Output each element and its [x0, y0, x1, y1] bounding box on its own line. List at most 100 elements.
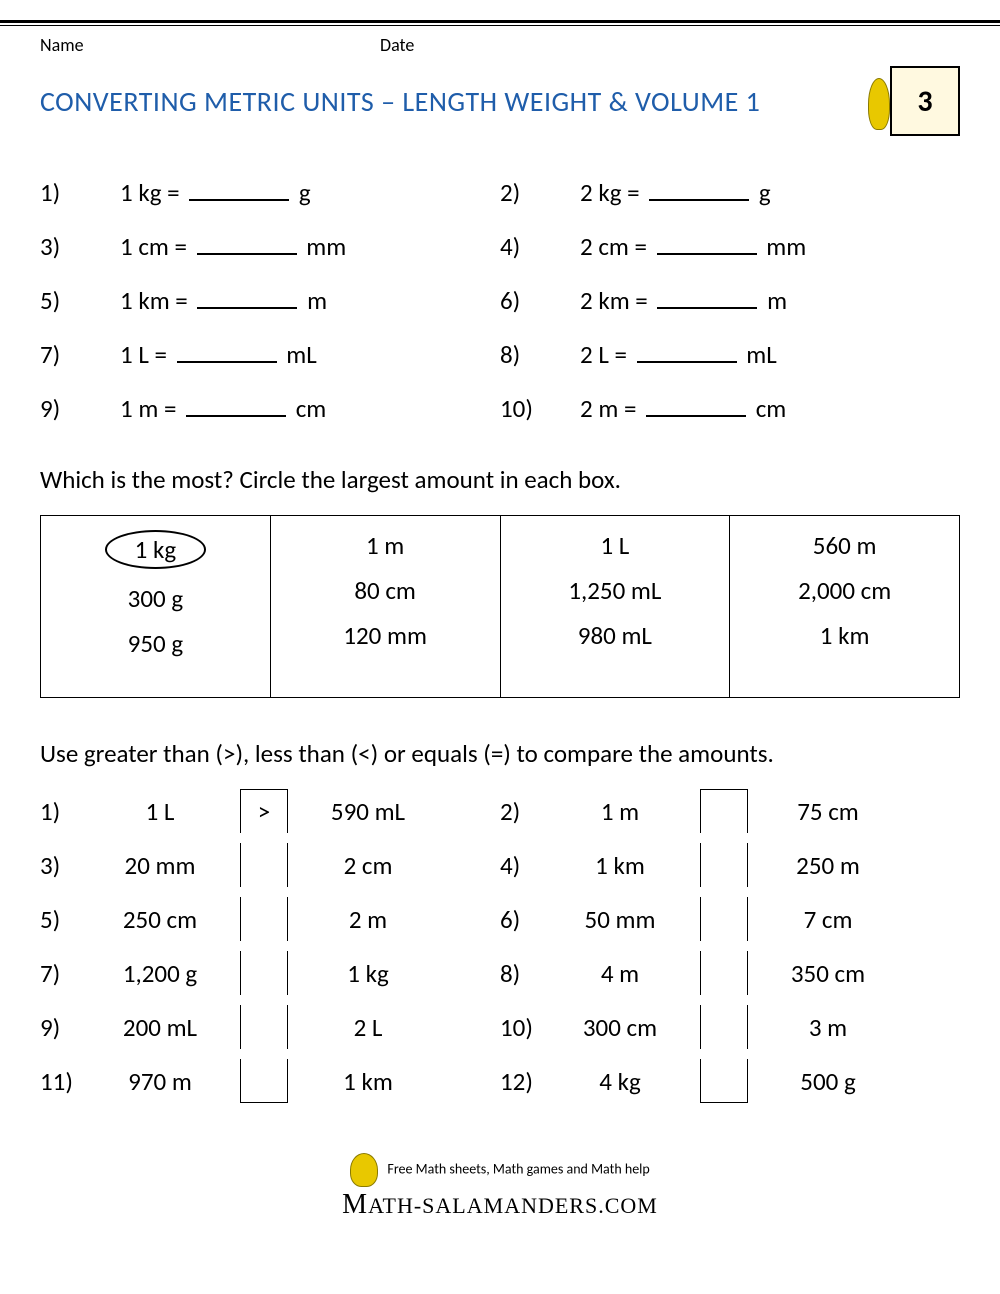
item-number: 12) [500, 1066, 550, 1097]
conversion-item: 2)2 kg = g [500, 176, 960, 208]
compare-left: 1 m [550, 796, 690, 827]
operator-box[interactable] [240, 1005, 288, 1049]
compare-left: 4 m [550, 958, 690, 989]
comparison-item: 3)20 mm2 cm [40, 843, 500, 887]
compare-right: 590 mL [298, 796, 438, 827]
compare-right: 1 kg [298, 958, 438, 989]
conversion-text: 2 cm = mm [580, 230, 806, 262]
item-number: 9) [40, 393, 120, 424]
circled-value: 1 kg [105, 530, 206, 569]
compare-right: 7 cm [758, 904, 898, 935]
amount-value: 80 cm [271, 575, 500, 606]
operator-box[interactable] [700, 1059, 748, 1103]
conversion-item: 10)2 m = cm [500, 392, 960, 424]
section2-instruction: Which is the most? Circle the largest am… [40, 464, 960, 495]
footer: Free Math sheets, Math games and Math he… [40, 1153, 960, 1223]
compare-left: 20 mm [90, 850, 230, 881]
answer-blank[interactable] [186, 392, 286, 417]
answer-blank[interactable] [177, 338, 277, 363]
compare-right: 2 m [298, 904, 438, 935]
operator-box[interactable] [700, 897, 748, 941]
compare-right: 250 m [758, 850, 898, 881]
conversion-item: 5)1 km = m [40, 284, 500, 316]
operator-box[interactable] [700, 843, 748, 887]
amount-value: 560 m [730, 530, 959, 561]
item-number: 6) [500, 904, 550, 935]
comparison-item: 4)1 km250 m [500, 843, 960, 887]
operator-box[interactable] [240, 951, 288, 995]
answer-blank[interactable] [197, 284, 297, 309]
answer-blank[interactable] [657, 230, 757, 255]
date-label: Date [380, 34, 414, 56]
amount-value: 980 mL [501, 620, 730, 651]
answer-blank[interactable] [189, 176, 289, 201]
conversion-text: 1 cm = mm [120, 230, 346, 262]
amount-box: 1 kg300 g950 g [41, 516, 271, 698]
item-number: 4) [500, 231, 580, 262]
answer-blank[interactable] [649, 176, 749, 201]
item-number: 5) [40, 285, 120, 316]
compare-left: 1,200 g [90, 958, 230, 989]
conversion-text: 1 m = cm [120, 392, 326, 424]
conversion-item: 6)2 km = m [500, 284, 960, 316]
operator-box[interactable]: > [240, 789, 288, 833]
conversion-item: 3)1 cm = mm [40, 230, 500, 262]
conversion-item: 9)1 m = cm [40, 392, 500, 424]
operator-box[interactable] [700, 951, 748, 995]
compare-left: 50 mm [550, 904, 690, 935]
item-number: 2) [500, 796, 550, 827]
amount-value: 120 mm [271, 620, 500, 651]
conversion-text: 1 kg = g [120, 176, 311, 208]
compare-right: 350 cm [758, 958, 898, 989]
conversion-text: 2 L = mL [580, 338, 777, 370]
conversion-item: 4)2 cm = mm [500, 230, 960, 262]
operator-box[interactable] [240, 897, 288, 941]
operator-box[interactable] [240, 1059, 288, 1103]
compare-left: 200 mL [90, 1012, 230, 1043]
comparison-item: 9)200 mL 2 L [40, 1005, 500, 1049]
item-number: 11) [40, 1066, 90, 1097]
comparison-item: 8)4 m350 cm [500, 951, 960, 995]
compare-left: 1 km [550, 850, 690, 881]
item-number: 9) [40, 1012, 90, 1043]
conversion-section: 1)1 kg = g2)2 kg = g3)1 cm = mm4)2 cm = … [40, 176, 960, 424]
operator-box[interactable] [240, 843, 288, 887]
compare-left: 4 kg [550, 1066, 690, 1097]
item-number: 3) [40, 850, 90, 881]
conversion-item: 1)1 kg = g [40, 176, 500, 208]
item-number: 10) [500, 1012, 550, 1043]
name-label: Name [40, 34, 380, 56]
item-number: 5) [40, 904, 90, 935]
item-number: 8) [500, 339, 580, 370]
answer-blank[interactable] [646, 392, 746, 417]
amount-value: 1 m [271, 530, 500, 561]
amount-value: 1 kg [41, 530, 270, 569]
conversion-item: 7)1 L = mL [40, 338, 500, 370]
answer-blank[interactable] [197, 230, 297, 255]
amount-box: 560 m2,000 cm1 km [730, 516, 960, 698]
compare-right: 500 g [758, 1066, 898, 1097]
compare-right: 3 m [758, 1012, 898, 1043]
conversion-text: 2 km = m [580, 284, 787, 316]
comparison-item: 5)250 cm2 m [40, 897, 500, 941]
amount-value: 2,000 cm [730, 575, 959, 606]
comparison-item: 10)300 cm3 m [500, 1005, 960, 1049]
amount-value: 1 L [501, 530, 730, 561]
header-labels: Name Date [40, 34, 960, 56]
compare-right: 1 km [298, 1066, 438, 1097]
amount-value: 950 g [41, 628, 270, 659]
compare-right: 2 L [298, 1012, 438, 1043]
compare-right: 75 cm [758, 796, 898, 827]
conversion-item: 8)2 L = mL [500, 338, 960, 370]
answer-blank[interactable] [637, 338, 737, 363]
item-number: 10) [500, 393, 580, 424]
compare-left: 970 m [90, 1066, 230, 1097]
operator-box[interactable] [700, 1005, 748, 1049]
comparison-section: 1)1 L>590 mL2)1 m75 cm3)20 mm2 cm4)1 km2… [40, 789, 960, 1103]
comparison-item: 7)1,200 g1 kg [40, 951, 500, 995]
operator-box[interactable] [700, 789, 748, 833]
amount-box: 1 L1,250 mL980 mL [500, 516, 730, 698]
conversion-text: 2 m = cm [580, 392, 786, 424]
footer-site: MATH-SALAMANDERS.COM [40, 1187, 960, 1223]
answer-blank[interactable] [657, 284, 757, 309]
